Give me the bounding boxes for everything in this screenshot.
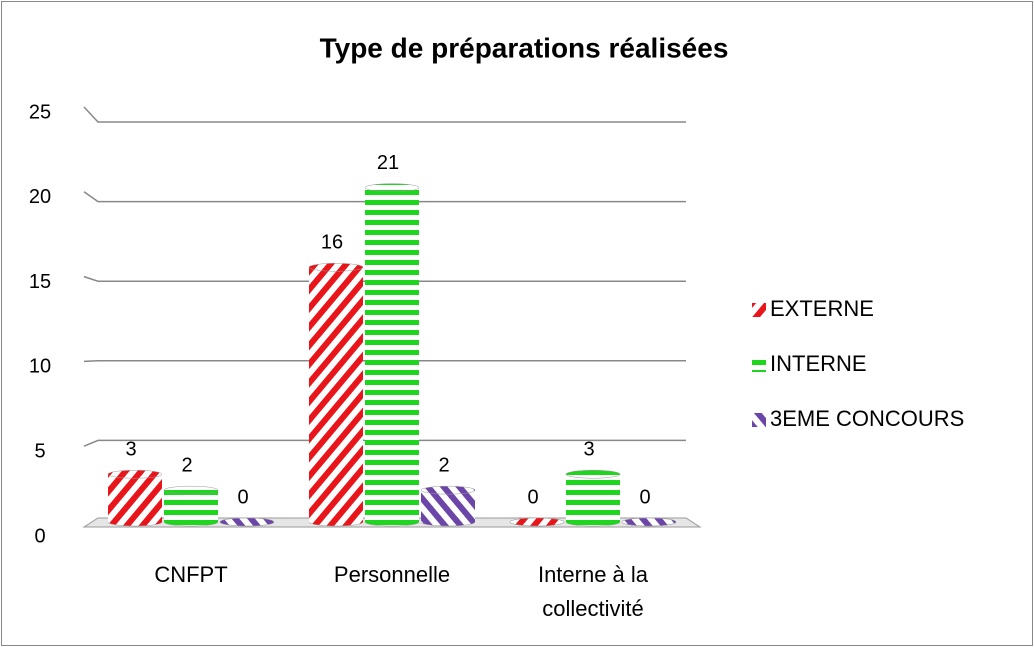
legend-swatch: [752, 303, 766, 317]
bar: [163, 485, 219, 527]
y-tick-label: 25: [29, 101, 51, 123]
bar: [107, 469, 163, 527]
legend-swatch: [752, 413, 766, 427]
bar: [364, 183, 420, 527]
bar: [308, 263, 364, 527]
data-label: 21: [377, 152, 399, 174]
data-label: 2: [438, 454, 449, 476]
grid-line: [83, 191, 686, 203]
chart-title: Type de préparations réalisées: [320, 32, 729, 63]
bar: [420, 485, 476, 527]
legend-label: INTERNE: [770, 351, 867, 376]
grid-line: [83, 275, 686, 282]
y-tick-label: 0: [34, 525, 45, 547]
legend-swatch: [752, 358, 766, 372]
data-label: 0: [237, 486, 248, 508]
legend-label: EXTERNE: [770, 296, 874, 321]
data-label: 16: [321, 232, 343, 254]
data-label: 3: [583, 439, 594, 461]
legend-label: 3EME CONCOURS: [770, 406, 964, 431]
y-tick-label: 5: [34, 440, 45, 462]
y-tick-label: 10: [29, 356, 51, 378]
x-tick-label: Personnelle: [333, 562, 451, 587]
data-label: 2: [181, 454, 192, 476]
data-label: 3: [125, 439, 136, 461]
bar: [621, 517, 677, 527]
bar: [509, 517, 565, 527]
y-tick-label: 15: [29, 271, 51, 293]
grid-line: [83, 106, 686, 123]
data-label: 0: [639, 486, 650, 508]
x-tick-label: Interne à la collectivité: [537, 562, 649, 621]
x-tick-label: CNFPT: [154, 562, 228, 587]
data-label: 0: [527, 486, 538, 508]
grid-line: [83, 439, 686, 447]
bar: [565, 469, 621, 527]
bar: [219, 517, 275, 527]
y-tick-label: 20: [29, 186, 51, 208]
grid-line: [83, 360, 686, 363]
